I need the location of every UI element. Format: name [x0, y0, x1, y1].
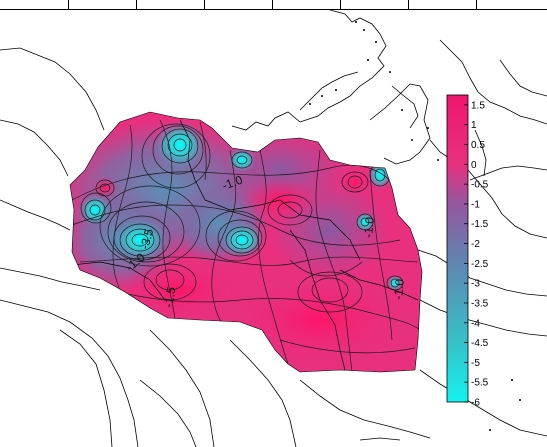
colorbar-tick-label: 1 — [471, 120, 477, 131]
contour-label-b: -3.5 — [137, 227, 156, 251]
colorbar-tick-label: -1.5 — [471, 219, 489, 230]
colorbar-tick-label: -5.5 — [471, 378, 489, 389]
inner-borders — [71, 119, 419, 371]
contour-label-e: -1.0 — [361, 216, 377, 238]
colorbar-tick-label: 0 — [471, 160, 477, 171]
colorbar-tick-label: -5 — [471, 358, 480, 369]
colorbar-tick-label: -3.5 — [471, 298, 489, 309]
top-frame — [0, 0, 547, 10]
colorbar-tick-label: -0.5 — [471, 180, 489, 191]
coastlines — [0, 9, 547, 447]
contour-label-d: -1.5 — [161, 285, 178, 308]
contour-lines — [71, 119, 421, 372]
colorbar-tick-label: 1.5 — [471, 100, 485, 111]
colorbar-ticks: 1.5 1 0.5 0 -0.5 -1 -1.5 -2 -2.5 -3 -3.5 -4 -4.5 -5 -5… — [464, 100, 489, 409]
field-region — [70, 112, 422, 372]
colorbar-tick-label: -4.5 — [471, 338, 489, 349]
colorbar: 1.5 1 0.5 0 -0.5 -1 -1.5 -2 -2.5 -3 -3.5 -4 -4.5 -5 -5… — [446, 94, 489, 409]
colorbar-tick-label: -3 — [471, 279, 480, 290]
contour-label-a: -1.0 — [220, 172, 245, 192]
region-outline — [69, 111, 423, 373]
colorbar-fill — [446, 94, 469, 403]
contour-label-f: -1.0 — [391, 278, 407, 300]
colorbar-tick-label: 0.5 — [471, 140, 485, 151]
coastline-dots — [309, 21, 521, 431]
colorbar-tick-label: -2 — [471, 239, 480, 250]
colorbar-tick-label: -6 — [471, 398, 480, 409]
colorbar-tick-label: -4 — [471, 318, 480, 329]
colorbar-tick-label: -2.5 — [471, 259, 489, 270]
colorbar-tick-label: -1 — [471, 199, 480, 210]
